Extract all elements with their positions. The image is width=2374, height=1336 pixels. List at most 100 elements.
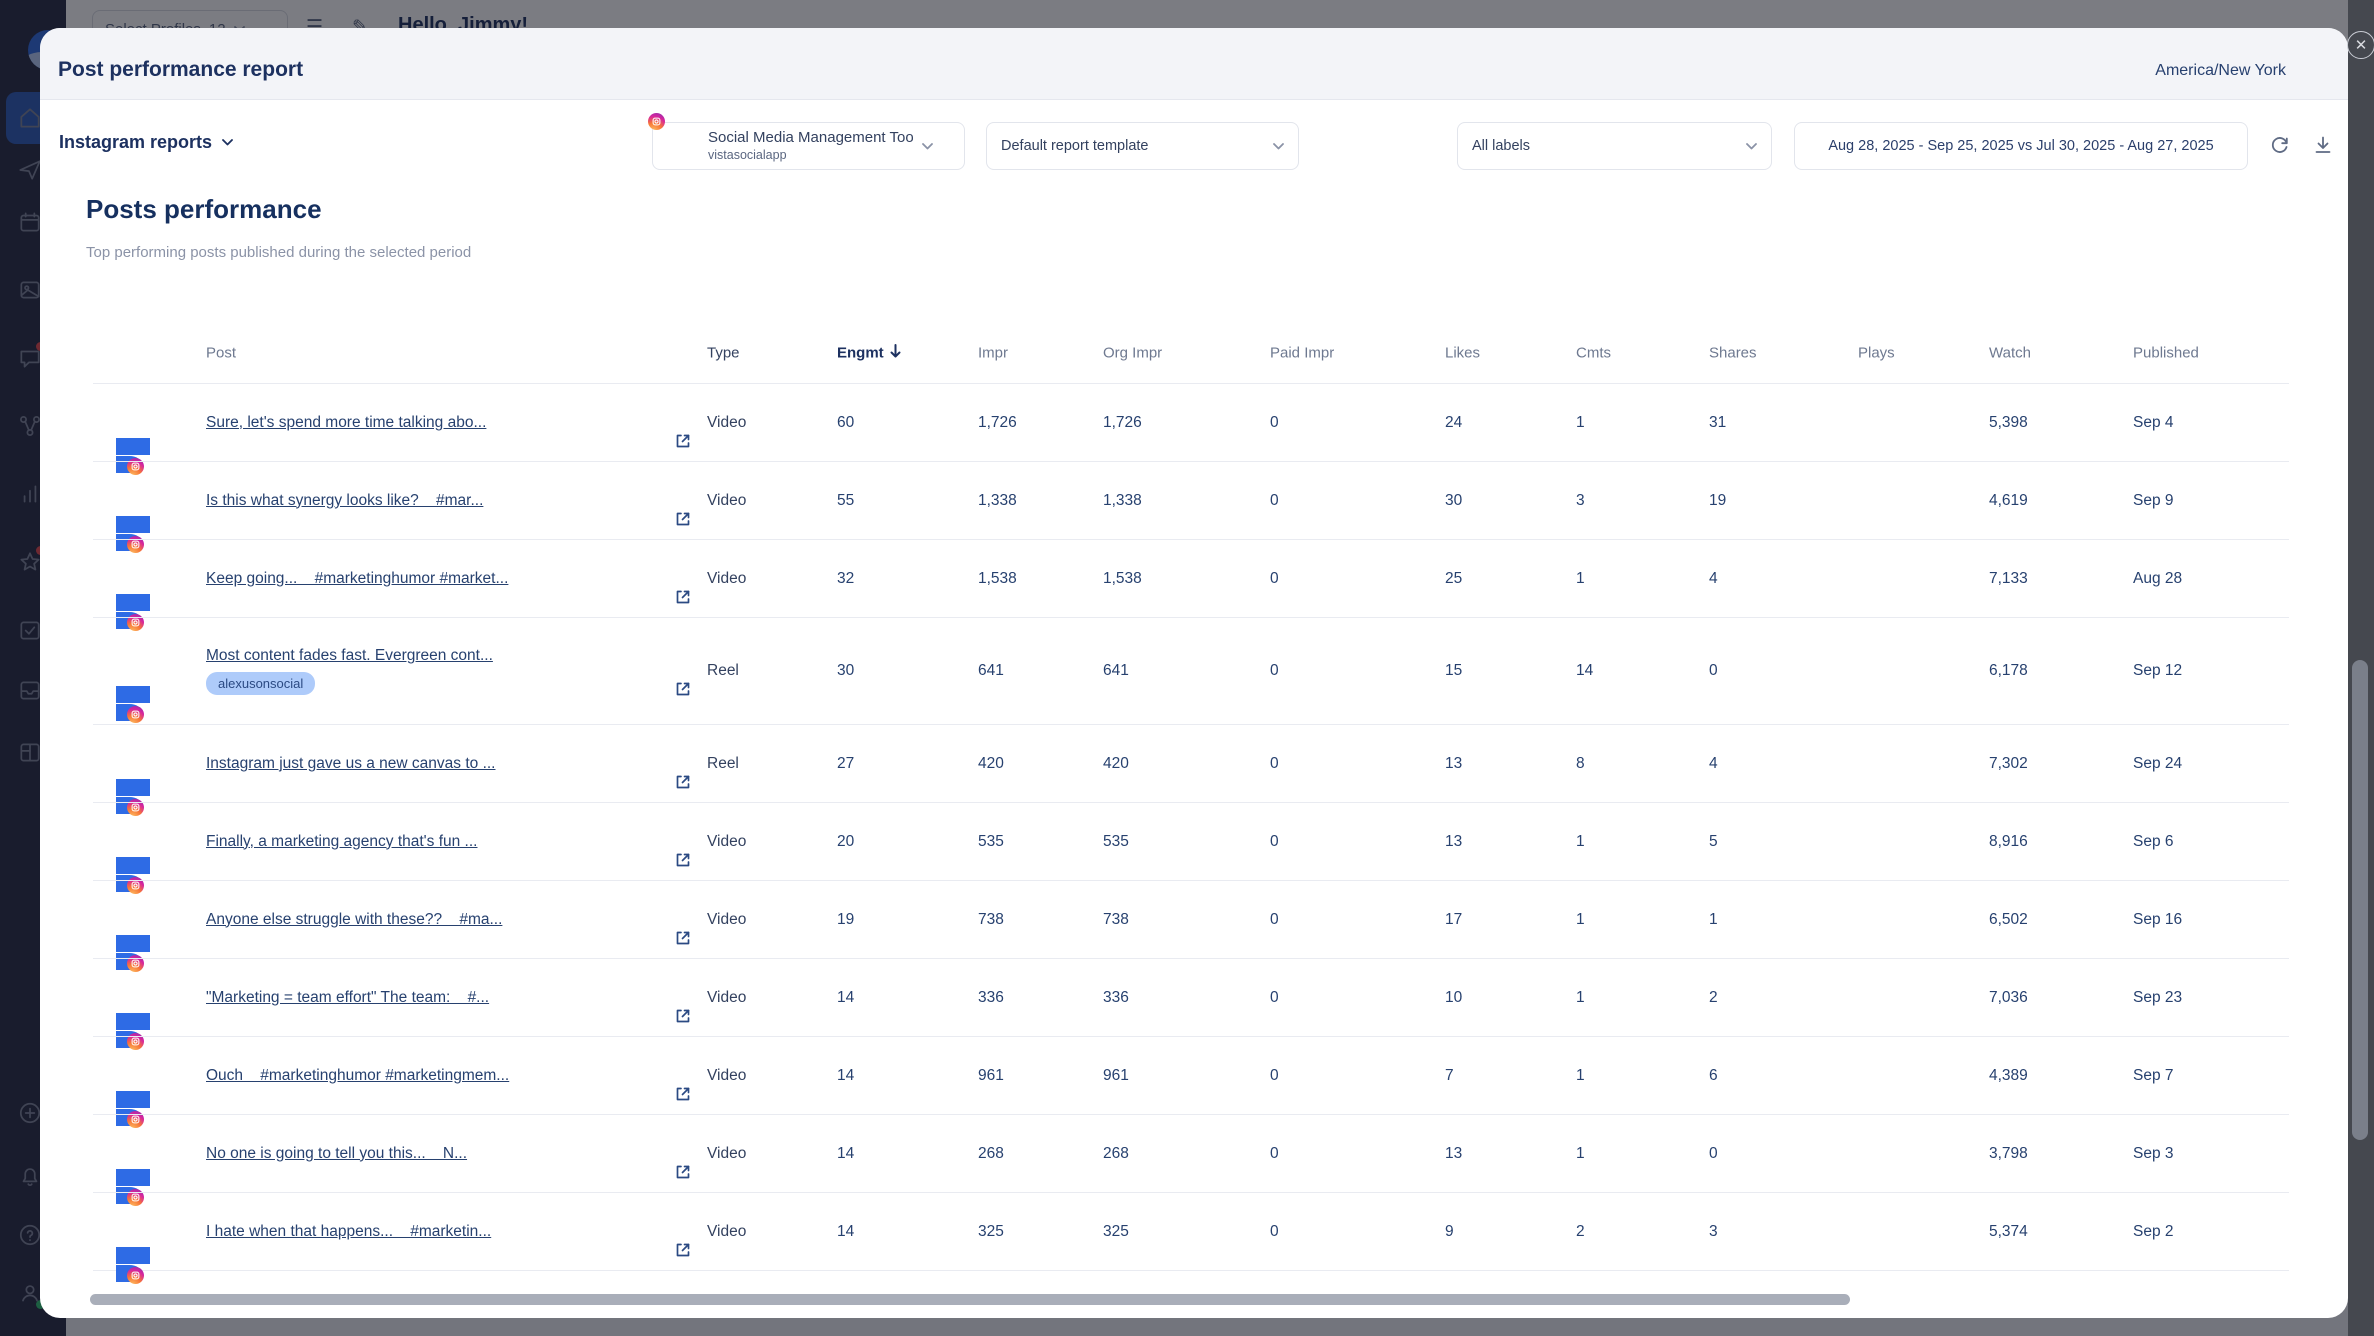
post-type: Reel bbox=[707, 662, 739, 679]
timezone-label: America/New York bbox=[2155, 62, 2286, 79]
post-watch: 6,502 bbox=[1989, 910, 2028, 928]
post-profile-avatar bbox=[116, 402, 158, 475]
post-title-link[interactable]: Most content fades fast. Evergreen cont.… bbox=[206, 647, 493, 664]
post-engmt: 55 bbox=[837, 491, 855, 509]
post-org-impr: 420 bbox=[1103, 754, 1129, 772]
post-watch: 6,178 bbox=[1989, 662, 2028, 679]
col-header-shares[interactable]: Shares bbox=[1709, 344, 1757, 362]
external-link-icon[interactable] bbox=[648, 492, 690, 525]
post-likes: 13 bbox=[1445, 1144, 1463, 1162]
download-icon[interactable] bbox=[2312, 134, 2334, 156]
post-watch: 4,619 bbox=[1989, 491, 2028, 509]
post-cmts: 1 bbox=[1576, 910, 1585, 928]
external-link-icon[interactable] bbox=[648, 570, 690, 603]
post-type: Reel bbox=[707, 754, 739, 772]
post-type: Video bbox=[707, 569, 747, 587]
post-published: Sep 16 bbox=[2133, 910, 2183, 928]
post-cmts: 1 bbox=[1576, 832, 1585, 850]
post-shares: 4 bbox=[1709, 754, 1718, 772]
post-title-link[interactable]: Instagram just gave us a new canvas to .… bbox=[206, 754, 496, 772]
post-paid-impr: 0 bbox=[1270, 754, 1279, 772]
external-link-icon[interactable] bbox=[648, 989, 690, 1022]
post-engmt: 14 bbox=[837, 1222, 855, 1240]
post-paid-impr: 0 bbox=[1270, 910, 1279, 928]
post-profile-avatar bbox=[116, 977, 158, 1050]
sort-desc-arrow-icon bbox=[889, 344, 902, 363]
profile-select[interactable]: Social Media Management Tool vistasocial… bbox=[648, 113, 965, 170]
post-title-link[interactable]: Keep going... #marketinghumor #market... bbox=[206, 569, 509, 587]
post-likes: 24 bbox=[1445, 413, 1463, 431]
col-header-engmt[interactable]: Engmt bbox=[837, 344, 902, 363]
post-paid-impr: 0 bbox=[1270, 662, 1279, 679]
post-title-link[interactable]: No one is going to tell you this... N... bbox=[206, 1144, 468, 1162]
post-cmts: 1 bbox=[1576, 569, 1585, 587]
post-title-link[interactable]: Sure, let's spend more time talking abo.… bbox=[206, 413, 487, 431]
col-header-plays[interactable]: Plays bbox=[1858, 344, 1895, 362]
page-scrollbar-thumb[interactable] bbox=[2352, 660, 2368, 1140]
post-paid-impr: 0 bbox=[1270, 1144, 1279, 1162]
instagram-icon bbox=[126, 1266, 144, 1284]
post-title-link[interactable]: Is this what synergy looks like? #mar... bbox=[206, 491, 484, 509]
col-header-likes[interactable]: Likes bbox=[1445, 344, 1481, 362]
refresh-icon[interactable] bbox=[2269, 134, 2291, 156]
post-paid-impr: 0 bbox=[1270, 1222, 1279, 1240]
section-title: Posts performance bbox=[86, 194, 322, 224]
post-impr: 336 bbox=[978, 988, 1004, 1006]
post-published: Sep 24 bbox=[2133, 754, 2183, 772]
post-impr: 535 bbox=[978, 832, 1004, 850]
post-published: Sep 4 bbox=[2133, 413, 2174, 431]
table-row: Is this what synergy looks like? #mar...… bbox=[93, 461, 2289, 553]
external-link-icon[interactable] bbox=[648, 833, 690, 866]
post-impr: 1,338 bbox=[978, 491, 1017, 509]
post-title-link[interactable]: Anyone else struggle with these?? #ma... bbox=[206, 910, 503, 928]
external-link-icon[interactable] bbox=[648, 414, 690, 447]
post-profile-avatar bbox=[116, 743, 158, 816]
post-profile-avatar bbox=[116, 1211, 158, 1284]
post-org-impr: 268 bbox=[1103, 1144, 1129, 1162]
report-type-dropdown[interactable]: Instagram reports bbox=[59, 132, 233, 153]
post-title-link[interactable]: "Marketing = team effort" The team: #... bbox=[206, 988, 490, 1006]
post-shares: 31 bbox=[1709, 413, 1727, 431]
post-org-impr: 325 bbox=[1103, 1222, 1129, 1240]
col-header-org-impr[interactable]: Org Impr bbox=[1103, 344, 1163, 362]
labels-select[interactable]: All labels bbox=[1457, 122, 1772, 170]
external-link-icon[interactable] bbox=[648, 1223, 690, 1256]
external-link-icon[interactable] bbox=[648, 1067, 690, 1100]
col-header-paid-impr[interactable]: Paid Impr bbox=[1270, 344, 1335, 362]
external-link-icon[interactable] bbox=[648, 911, 690, 944]
col-header-post[interactable]: Post bbox=[206, 344, 237, 362]
col-header-impr[interactable]: Impr bbox=[978, 344, 1008, 362]
col-header-watch[interactable]: Watch bbox=[1989, 344, 2031, 362]
external-link-icon[interactable] bbox=[648, 755, 690, 788]
post-title-link[interactable]: I hate when that happens... #marketin... bbox=[206, 1222, 492, 1240]
report-template-value: Default report template bbox=[1001, 138, 1149, 154]
post-org-impr: 336 bbox=[1103, 988, 1129, 1006]
table-body: Sure, let's spend more time talking abo.… bbox=[93, 383, 2289, 1284]
table-row: No one is going to tell you this... N...… bbox=[93, 1114, 2289, 1206]
external-link-icon[interactable] bbox=[648, 662, 690, 696]
post-published: Sep 12 bbox=[2133, 662, 2183, 679]
post-watch: 5,374 bbox=[1989, 1222, 2028, 1240]
external-link-icon[interactable] bbox=[648, 1145, 690, 1178]
post-likes: 7 bbox=[1445, 1066, 1454, 1084]
post-title-link[interactable]: Finally, a marketing agency that's fun .… bbox=[206, 832, 478, 850]
modal-title: Post performance report bbox=[58, 58, 304, 81]
report-template-select[interactable]: Default report template bbox=[986, 122, 1299, 170]
table-row: I hate when that happens... #marketin...… bbox=[93, 1192, 2289, 1284]
col-header-cmts[interactable]: Cmts bbox=[1576, 344, 1611, 362]
close-icon[interactable]: ✕ bbox=[2347, 31, 2374, 59]
post-cmts: 2 bbox=[1576, 1222, 1585, 1240]
post-engmt: 30 bbox=[837, 662, 855, 679]
post-title-link[interactable]: Ouch #marketinghumor #marketingmem... bbox=[206, 1066, 510, 1084]
post-profile-avatar bbox=[116, 1133, 158, 1206]
post-engmt: 27 bbox=[837, 754, 855, 772]
date-range-picker[interactable]: Aug 28, 2025 - Sep 25, 2025 vs Jul 30, 2… bbox=[1794, 122, 2248, 170]
col-header-published[interactable]: Published bbox=[2133, 344, 2199, 362]
post-engmt: 20 bbox=[837, 832, 855, 850]
post-label-badge: alexusonsocial bbox=[206, 672, 316, 695]
post-watch: 7,133 bbox=[1989, 569, 2028, 587]
modal-header: Post performance report America/New York bbox=[40, 28, 2348, 100]
horizontal-scrollbar-thumb[interactable] bbox=[90, 1294, 1850, 1305]
col-header-type[interactable]: Type bbox=[707, 344, 740, 362]
post-likes: 10 bbox=[1445, 988, 1463, 1006]
